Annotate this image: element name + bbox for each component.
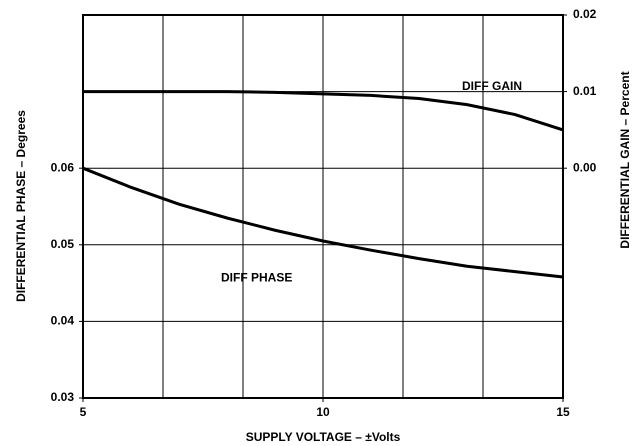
series-line: [82, 166, 564, 279]
y-tick-label: 0.05: [51, 237, 75, 251]
y2-axis-label: DIFFERENTIAL GAIN – Percent: [618, 71, 632, 248]
y-tick-label: 0.03: [51, 390, 75, 404]
y2-tick-label: 0.01: [573, 84, 597, 98]
y-axis-label: DIFFERENTIAL PHASE – Degrees: [14, 110, 28, 302]
x-axis-label: SUPPLY VOLTAGE – ±Volts: [246, 430, 401, 444]
y-tick-label: 0.06: [51, 160, 75, 174]
y2-tick-label: 0.02: [573, 7, 597, 21]
y-tick-label: 0.04: [51, 314, 75, 328]
series-label: DIFF PHASE: [221, 270, 292, 284]
series-label: DIFF GAIN: [462, 79, 522, 93]
series-line: [83, 90, 564, 132]
x-tick-label: 5: [80, 405, 87, 419]
x-tick-label: 15: [556, 405, 570, 419]
y2-tick-label: 0.00: [573, 160, 597, 174]
x-tick-label: 10: [316, 405, 330, 419]
